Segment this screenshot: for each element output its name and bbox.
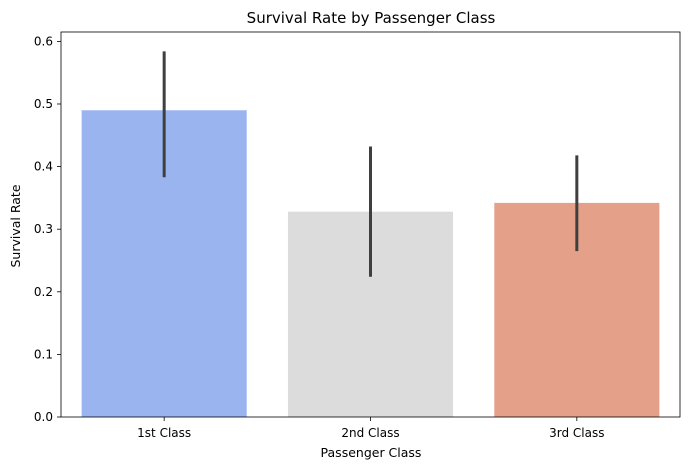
x-axis-label: Passenger Class — [321, 445, 422, 460]
x-tick-label: 1st Class — [137, 426, 191, 440]
y-tick-label: 0.1 — [34, 347, 53, 361]
y-tick-label: 0.4 — [34, 160, 53, 174]
y-tick-label: 0.3 — [34, 222, 53, 236]
y-tick-label: 0.6 — [34, 34, 53, 48]
y-tick-label: 0.2 — [34, 285, 53, 299]
y-tick-label: 0.0 — [34, 410, 53, 424]
y-axis-label: Survival Rate — [8, 184, 23, 267]
x-tick-label: 3rd Class — [549, 426, 604, 440]
chart-title: Survival Rate by Passenger Class — [247, 9, 496, 27]
plot-frame — [60, 31, 681, 418]
error-bars-group — [162, 51, 579, 277]
axes-group: 1st Class 2nd Class 3rd Class 0.0 0.1 0.2 0.3 0… — [34, 31, 681, 440]
x-tick-label: 2nd Class — [341, 426, 399, 440]
y-tick-label: 0.5 — [34, 97, 53, 111]
